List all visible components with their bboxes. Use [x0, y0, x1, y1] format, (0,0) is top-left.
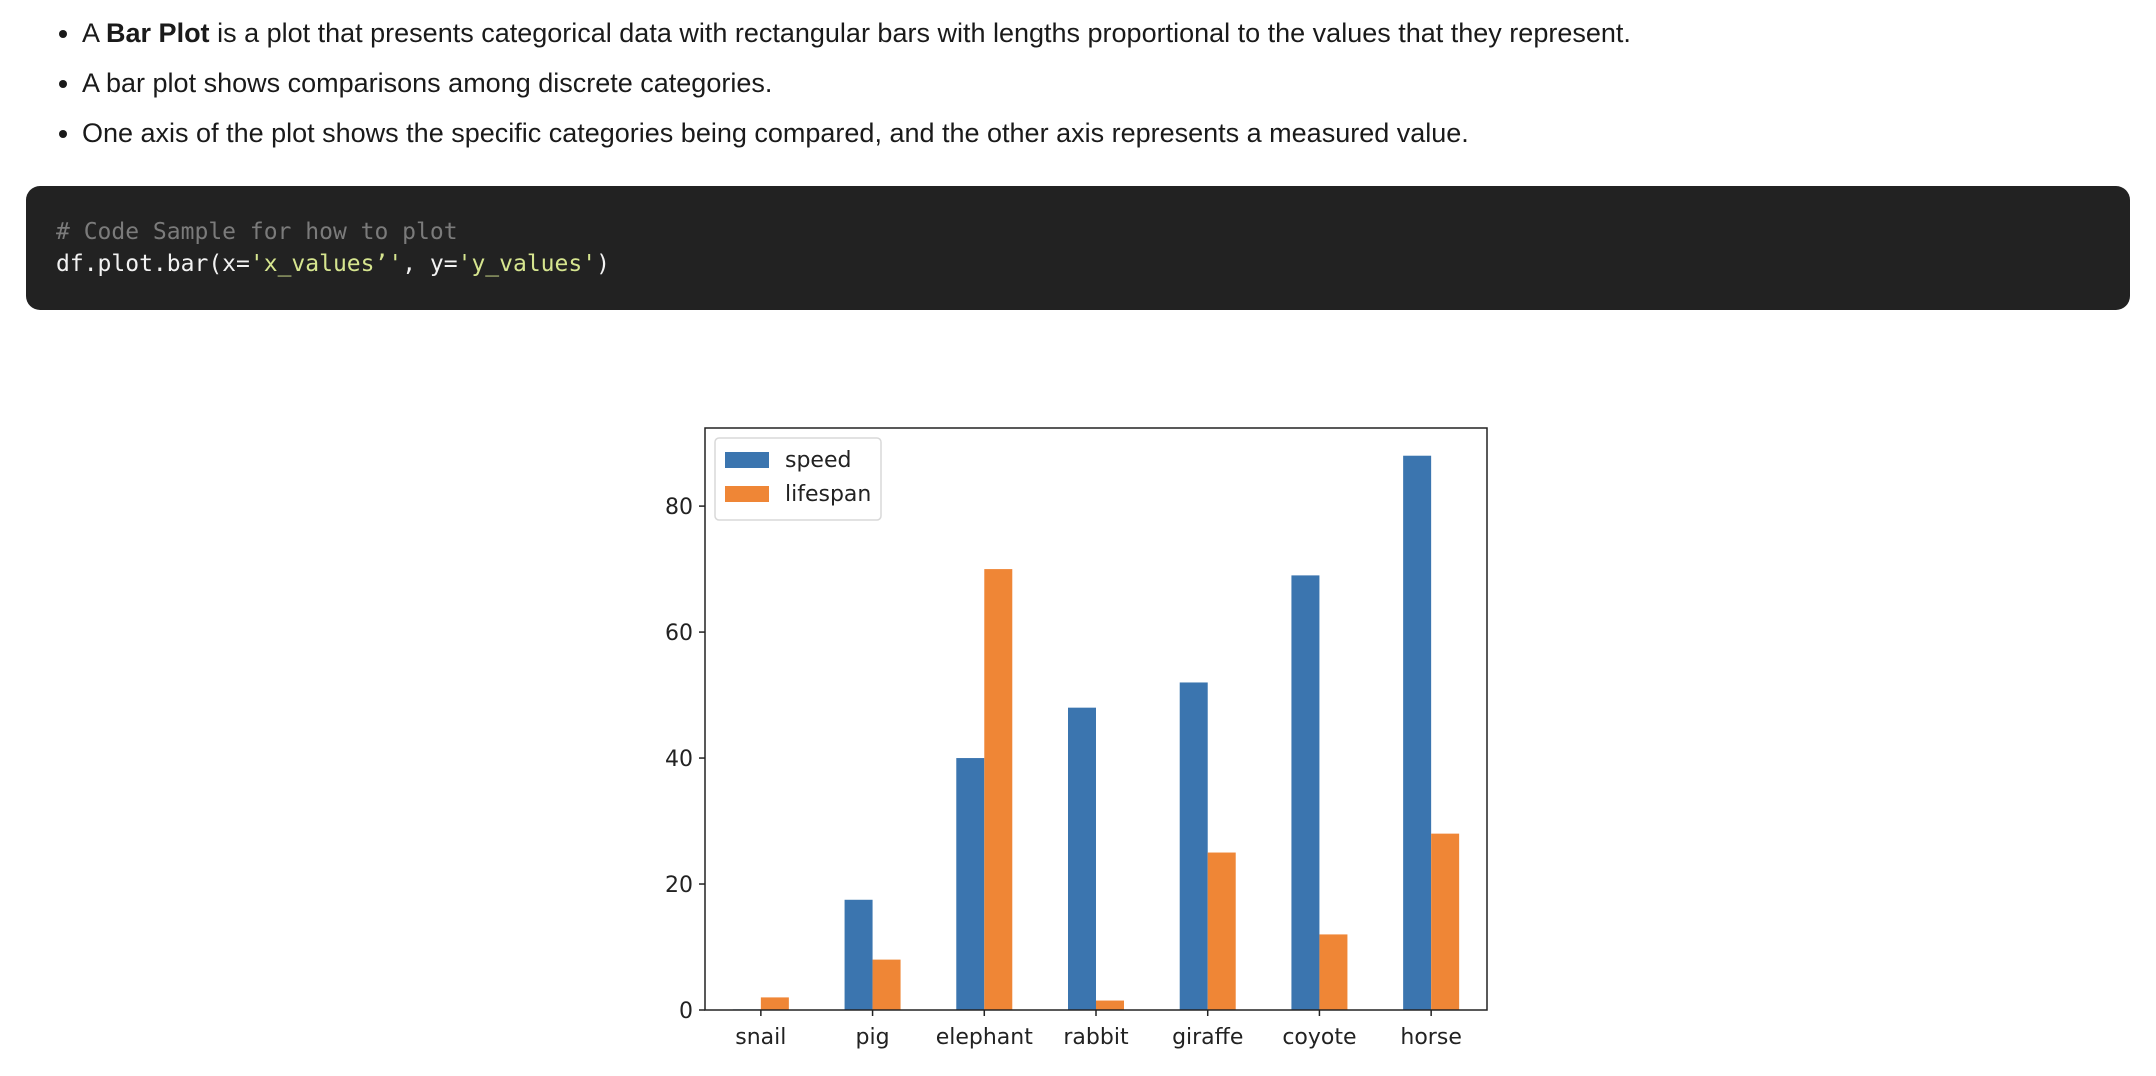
legend-label-lifespan: lifespan	[785, 482, 871, 507]
code-string: 'y_values'	[457, 251, 597, 277]
bullet-text: is a plot that presents categorical data…	[209, 18, 1631, 48]
code-text: , y=	[402, 251, 458, 277]
legend-swatch-speed	[725, 452, 769, 468]
x-tick-label-pig: pig	[856, 1025, 890, 1050]
bullet-text: A bar plot shows comparisons among discr…	[82, 68, 773, 98]
x-tick-label-coyote: coyote	[1282, 1025, 1356, 1050]
y-tick-label-80: 80	[665, 495, 693, 520]
bullet-item: A bar plot shows comparisons among discr…	[82, 58, 1631, 108]
legend-swatch-lifespan	[725, 486, 769, 502]
bar-speed-rabbit	[1068, 707, 1096, 1010]
plot-frame	[704, 427, 1488, 1011]
y-tick-label-0: 0	[679, 999, 693, 1024]
bullet-item: One axis of the plot shows the specific …	[82, 108, 1631, 158]
bar-lifespan-rabbit	[1096, 1000, 1124, 1010]
bar-lifespan-horse	[1431, 833, 1460, 1010]
code-block: # Code Sample for how to plot df.plot.ba…	[26, 186, 2130, 310]
code-text: )	[596, 251, 610, 277]
bullet-bold-term: Bar Plot	[106, 18, 210, 48]
bar-lifespan-giraffe	[1207, 852, 1236, 1010]
bar-lifespan-pig	[872, 959, 901, 1010]
bullet-text: A	[82, 18, 107, 48]
code-comment: # Code Sample for how to plot	[56, 219, 458, 245]
bar-speed-pig	[844, 899, 873, 1010]
bullet-list: A Bar Plot is a plot that presents categ…	[50, 8, 1631, 158]
bullet-item: A Bar Plot is a plot that presents categ…	[82, 8, 1631, 58]
bar-lifespan-snail	[760, 997, 789, 1010]
code-text: df.plot.bar(x=	[56, 251, 250, 277]
y-tick-label-20: 20	[665, 873, 693, 898]
x-tick-label-giraffe: giraffe	[1172, 1025, 1243, 1050]
bar-speed-giraffe	[1179, 682, 1208, 1010]
bar-speed-horse	[1403, 455, 1432, 1010]
bar-lifespan-coyote	[1319, 934, 1348, 1010]
bar-speed-elephant	[956, 758, 985, 1010]
y-tick-label-60: 60	[665, 621, 693, 646]
x-tick-label-rabbit: rabbit	[1063, 1025, 1129, 1050]
y-tick-label-40: 40	[665, 747, 693, 772]
bullet-text: One axis of the plot shows the specific …	[82, 118, 1469, 148]
legend-label-speed: speed	[785, 448, 851, 473]
x-tick-label-elephant: elephant	[936, 1025, 1034, 1050]
x-tick-label-snail: snail	[735, 1025, 786, 1050]
code-string: 'x_values’'	[249, 251, 403, 277]
x-tick-label-horse: horse	[1400, 1025, 1461, 1050]
bar-speed-coyote	[1291, 575, 1320, 1010]
bar-lifespan-elephant	[984, 569, 1013, 1010]
